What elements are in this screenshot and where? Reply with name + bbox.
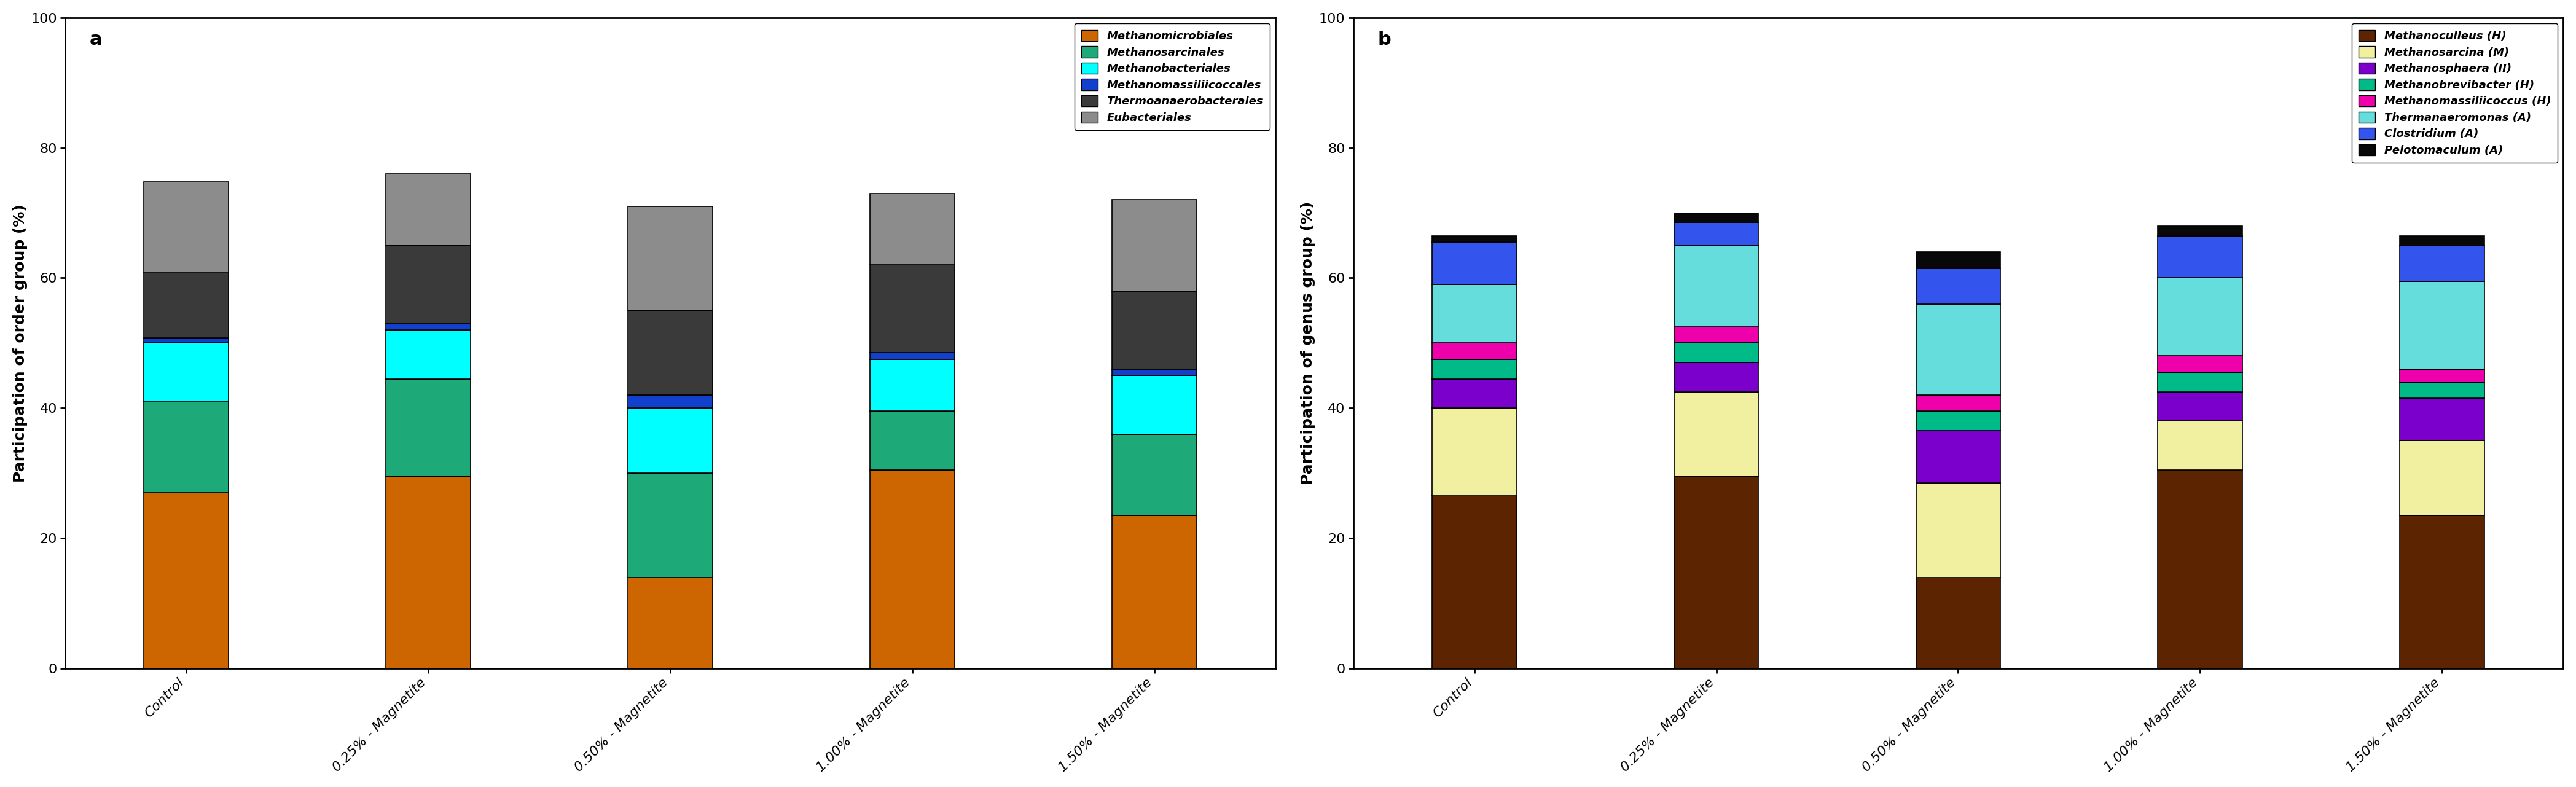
Y-axis label: Participation of genus group (%): Participation of genus group (%) [1301, 201, 1316, 485]
Bar [2159, 470, 2244, 668]
Bar [1113, 515, 1198, 668]
Text: b: b [1378, 31, 1391, 49]
Bar [1113, 369, 1198, 375]
Bar [1432, 343, 1517, 360]
Bar [1674, 327, 1759, 343]
Bar [1674, 213, 1759, 223]
Bar [1674, 476, 1759, 668]
Bar [386, 330, 471, 379]
Bar [1432, 408, 1517, 496]
Bar [1917, 252, 2002, 268]
Bar [629, 311, 714, 395]
Bar [2401, 441, 2486, 515]
Bar [871, 360, 956, 412]
Bar [1432, 496, 1517, 668]
Bar [1432, 284, 1517, 343]
Bar [871, 412, 956, 470]
Bar [1917, 430, 2002, 483]
Bar [2401, 281, 2486, 369]
Bar [1674, 392, 1759, 476]
Bar [386, 323, 471, 330]
Bar [629, 395, 714, 408]
Bar [386, 476, 471, 668]
Bar [386, 246, 471, 323]
Bar [144, 401, 229, 493]
Bar [1917, 483, 2002, 577]
Bar [1917, 395, 2002, 412]
Bar [1113, 200, 1198, 291]
Bar [1432, 379, 1517, 408]
Bar [1674, 343, 1759, 363]
Bar [144, 493, 229, 668]
Bar [1917, 412, 2002, 430]
Bar [1917, 304, 2002, 395]
Bar [2159, 392, 2244, 421]
Bar [1432, 242, 1517, 284]
Bar [1674, 246, 1759, 327]
Bar [2401, 235, 2486, 246]
Bar [1917, 577, 2002, 668]
Legend: Methanomicrobiales, Methanosarcinales, Methanobacteriales, Methanomassiliicoccal: Methanomicrobiales, Methanosarcinales, M… [1074, 24, 1270, 130]
Bar [1113, 291, 1198, 369]
Bar [2159, 278, 2244, 356]
Bar [2159, 356, 2244, 372]
Bar [629, 206, 714, 311]
Bar [2159, 235, 2244, 278]
Bar [1917, 268, 2002, 304]
Bar [871, 470, 956, 668]
Bar [871, 353, 956, 360]
Bar [386, 174, 471, 246]
Bar [1674, 223, 1759, 246]
Bar [144, 338, 229, 343]
Bar [386, 379, 471, 476]
Bar [629, 473, 714, 577]
Bar [2159, 226, 2244, 235]
Bar [144, 273, 229, 338]
Bar [1432, 360, 1517, 379]
Bar [2401, 246, 2486, 281]
Y-axis label: Participation of order group (%): Participation of order group (%) [13, 204, 28, 482]
Bar [629, 408, 714, 473]
Legend: Methanoculleus (H), Methanosarcina (M), Methanosphaera (II), Methanobrevibacter : Methanoculleus (H), Methanosarcina (M), … [2352, 24, 2558, 163]
Bar [871, 194, 956, 265]
Bar [2401, 515, 2486, 668]
Text: a: a [90, 31, 103, 49]
Bar [1113, 375, 1198, 434]
Bar [1674, 363, 1759, 392]
Bar [1432, 235, 1517, 242]
Bar [2159, 421, 2244, 470]
Bar [2401, 369, 2486, 382]
Bar [144, 343, 229, 401]
Bar [2401, 382, 2486, 398]
Bar [2401, 398, 2486, 441]
Bar [629, 577, 714, 668]
Bar [144, 182, 229, 273]
Bar [1113, 434, 1198, 515]
Bar [871, 265, 956, 353]
Bar [2159, 372, 2244, 392]
